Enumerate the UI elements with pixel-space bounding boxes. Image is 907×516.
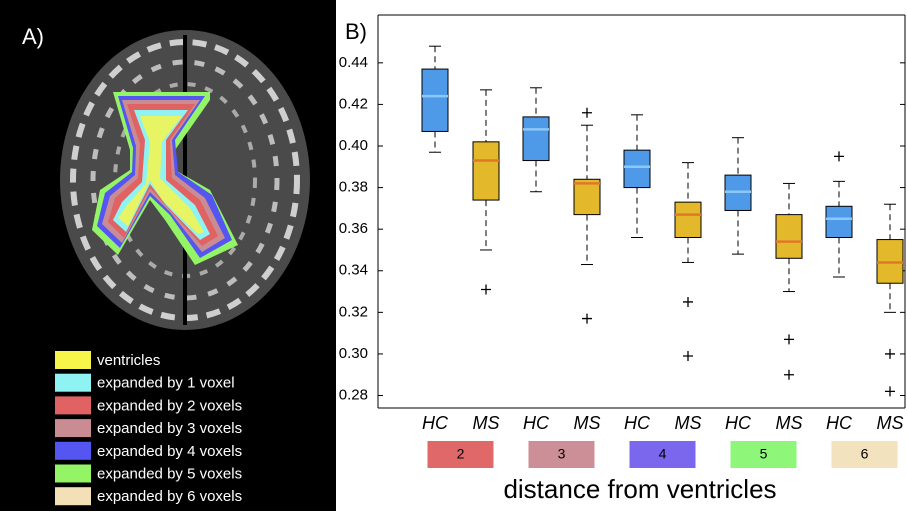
y-tick-label: 0.36 [339, 220, 368, 237]
y-tick-label: 0.32 [339, 303, 368, 320]
outlier [683, 297, 693, 307]
y-tick-label: 0.42 [339, 95, 368, 112]
x-tick-label: HC [523, 413, 550, 433]
outlier [784, 370, 794, 380]
group-label: 4 [659, 446, 667, 462]
legend-label: expanded by 2 voxels [97, 397, 242, 414]
outlier [481, 284, 491, 294]
page: A) ventricles expanded by 1 voxel expanded… [0, 0, 907, 516]
x-tick-label: MS [574, 413, 601, 433]
outlier [885, 386, 895, 396]
box [473, 142, 499, 200]
box [624, 150, 650, 187]
legend-swatch [55, 351, 91, 369]
legend: ventricles expanded by 1 voxel expanded by… [55, 351, 242, 505]
x-axis-label: distance from ventricles [503, 474, 776, 504]
x-tick-label: HC [422, 413, 449, 433]
y-tick-label: 0.38 [339, 179, 368, 196]
x-tick-label: MS [776, 413, 803, 433]
x-tick-label: MS [473, 413, 500, 433]
brain-image [60, 30, 310, 330]
legend-label: expanded by 5 voxels [97, 465, 242, 482]
x-tick-label: HC [725, 413, 752, 433]
x-tick-label: HC [826, 413, 853, 433]
legend-label: ventricles [97, 352, 160, 369]
figure: A) ventricles expanded by 1 voxel expanded… [0, 0, 907, 511]
group-label: 2 [457, 446, 465, 462]
x-tick-label: MS [877, 413, 904, 433]
legend-swatch [55, 374, 91, 392]
x-tick-label: HC [624, 413, 651, 433]
y-tick-label: 0.44 [339, 54, 368, 71]
legend-swatch [55, 419, 91, 437]
y-tick-label: 0.30 [339, 345, 368, 362]
legend-label: expanded by 4 voxels [97, 443, 242, 460]
box [523, 117, 549, 161]
outlier [683, 351, 693, 361]
y-tick-label: 0.28 [339, 386, 368, 403]
outlier [885, 349, 895, 359]
outlier [582, 314, 592, 324]
legend-swatch [55, 442, 91, 460]
legend-swatch [55, 487, 91, 505]
y-tick-label: 0.40 [339, 137, 368, 154]
group-label: 3 [558, 446, 566, 462]
group-label: 5 [760, 446, 768, 462]
panel-label: A) [22, 24, 44, 49]
legend-swatch [55, 396, 91, 414]
plot-area: 0.28 0.30 0.32 0.34 0.36 0.38 0.40 0.42 0.44 HC MS… [339, 15, 905, 468]
box [826, 206, 852, 237]
box [776, 215, 802, 259]
x-tick-label: MS [675, 413, 702, 433]
group-label: 6 [861, 446, 869, 462]
outlier [582, 108, 592, 118]
outlier [834, 151, 844, 161]
legend-swatch [55, 465, 91, 483]
box [422, 69, 448, 131]
legend-label: expanded by 1 voxel [97, 375, 235, 392]
legend-label: expanded by 6 voxels [97, 488, 242, 505]
box [675, 202, 701, 237]
legend-label: expanded by 3 voxels [97, 420, 242, 437]
outlier [784, 334, 794, 344]
panel-label: B) [345, 19, 367, 44]
y-tick-label: 0.34 [339, 262, 368, 279]
